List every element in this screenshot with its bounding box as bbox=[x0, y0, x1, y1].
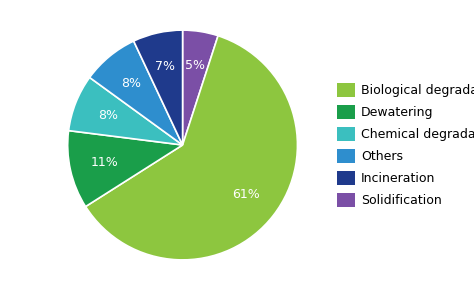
Legend: Biological degradation, Dewatering, Chemical degradation, Others, Incineration, : Biological degradation, Dewatering, Chem… bbox=[332, 78, 474, 212]
Text: 8%: 8% bbox=[98, 109, 118, 122]
Wedge shape bbox=[86, 36, 298, 260]
Wedge shape bbox=[90, 41, 182, 145]
Wedge shape bbox=[69, 77, 182, 145]
Text: 8%: 8% bbox=[121, 77, 141, 90]
Text: 7%: 7% bbox=[155, 60, 175, 73]
Wedge shape bbox=[68, 130, 182, 206]
Text: 61%: 61% bbox=[232, 188, 260, 201]
Wedge shape bbox=[134, 30, 182, 145]
Wedge shape bbox=[182, 30, 218, 145]
Text: 5%: 5% bbox=[185, 59, 205, 72]
Text: 11%: 11% bbox=[90, 156, 118, 169]
